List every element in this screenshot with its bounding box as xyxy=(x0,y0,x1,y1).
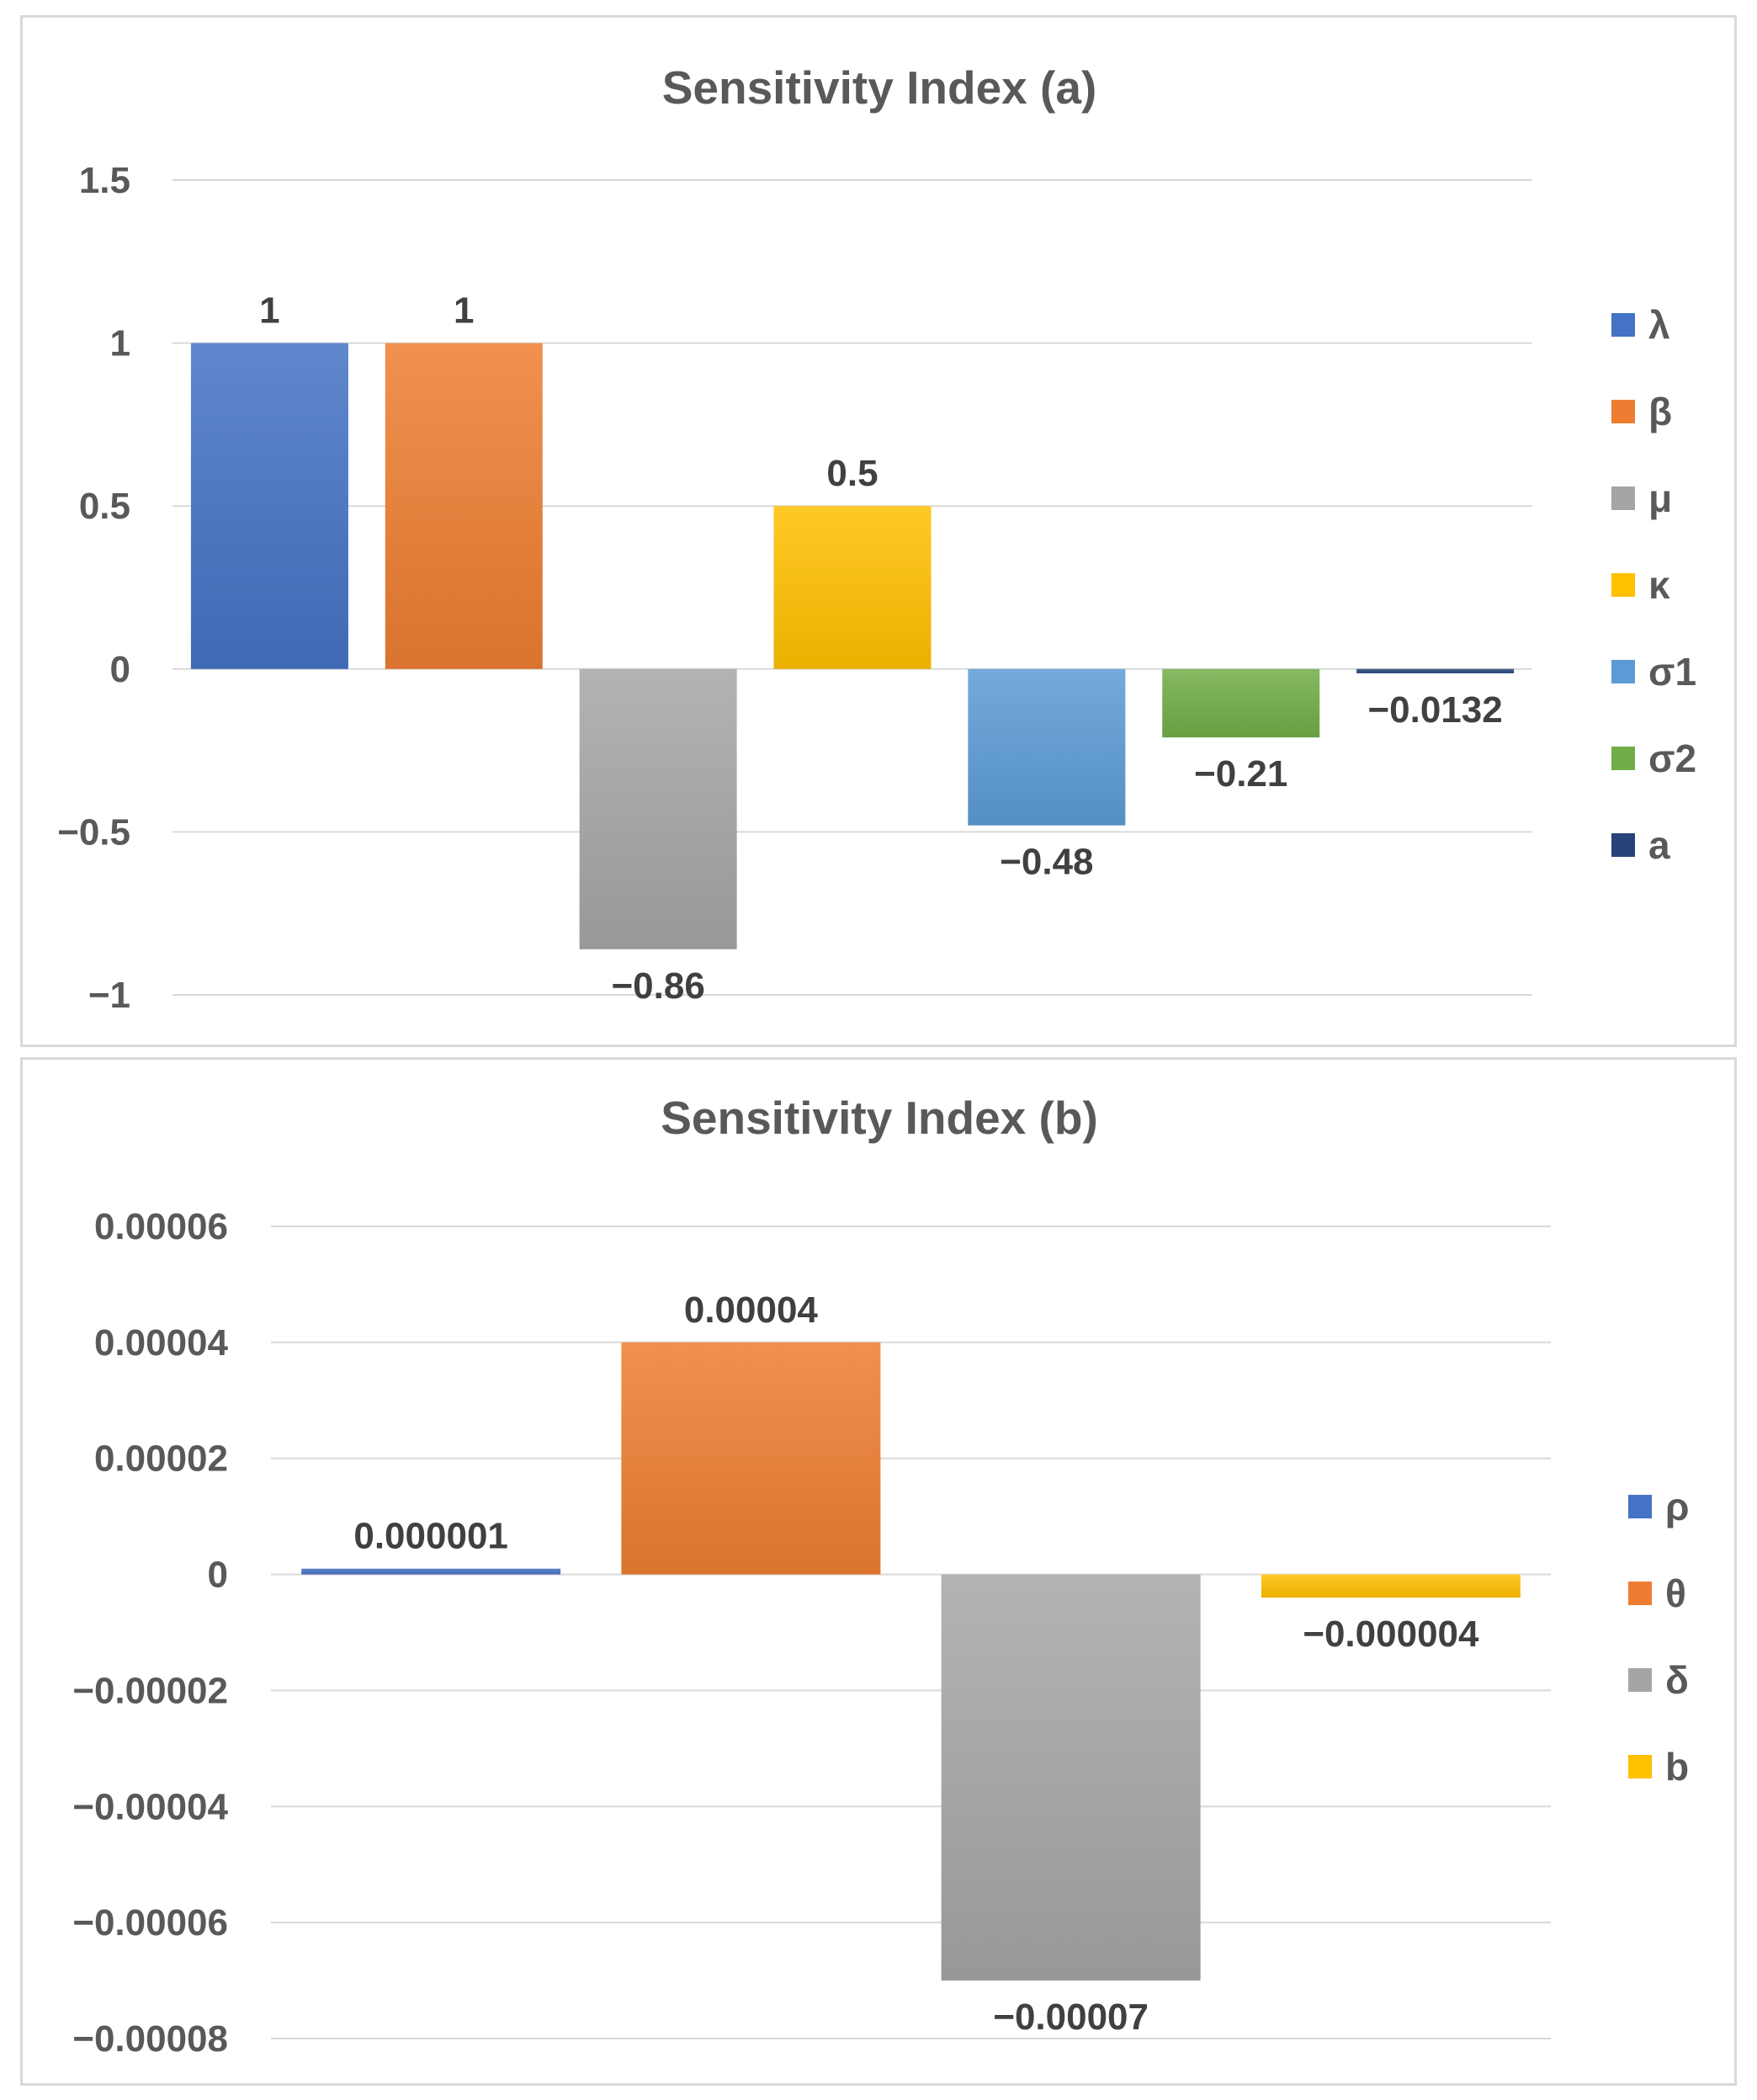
data-label: 0.00004 xyxy=(684,1289,819,1331)
legend-swatch xyxy=(1611,833,1635,857)
y-tick-label: 0.00002 xyxy=(94,1438,228,1480)
bar-3 xyxy=(941,1574,1201,1981)
data-label: −0.000004 xyxy=(1303,1614,1479,1655)
data-label: 0.5 xyxy=(826,453,878,494)
bar-1 xyxy=(301,1568,561,1575)
bar-2 xyxy=(385,343,543,669)
data-label: −0.00007 xyxy=(993,1996,1149,2038)
legend-label: λ xyxy=(1648,303,1670,347)
chart-panel-b: Sensitivity Index (b) 0.00006 0.00004 0.000… xyxy=(20,1057,1737,2086)
bar-1 xyxy=(190,343,348,669)
chart-panel-a: Sensitivity Index (a) 1.5 1 0.5 0 −0.5 −1 1 1 −0.… xyxy=(20,15,1737,1047)
data-label: −0.86 xyxy=(611,965,704,1007)
y-tick-label: 0 xyxy=(208,1555,228,1596)
y-tick-label: 1 xyxy=(110,323,130,364)
legend-label: ρ xyxy=(1665,1485,1689,1528)
data-label: 1 xyxy=(454,290,474,332)
y-tick-label: 0 xyxy=(110,649,130,690)
bar-3 xyxy=(579,668,737,949)
legend-swatch xyxy=(1611,486,1635,510)
legend-swatch xyxy=(1611,313,1635,337)
legend-swatch xyxy=(1611,573,1635,597)
legend-label: a xyxy=(1648,823,1670,867)
bar-4 xyxy=(1261,1574,1521,1598)
legend-label: θ xyxy=(1665,1571,1686,1615)
legend-swatch xyxy=(1628,1582,1652,1605)
y-tick-label: −1 xyxy=(88,975,130,1016)
legend-label: b xyxy=(1665,1745,1689,1789)
y-tick-label: 0.00006 xyxy=(94,1206,228,1247)
y-tick-label: −0.5 xyxy=(57,811,130,853)
data-label: −0.21 xyxy=(1194,753,1287,795)
legend-label: β xyxy=(1648,390,1672,433)
legend-label: μ xyxy=(1648,476,1672,520)
legend-swatch xyxy=(1611,660,1635,683)
legend-swatch xyxy=(1611,400,1635,423)
data-label: 0.000001 xyxy=(353,1516,508,1557)
bar-4 xyxy=(773,506,932,669)
bar-6 xyxy=(1162,668,1320,738)
bar-7 xyxy=(1356,668,1515,673)
chart-title: Sensitivity Index (a) xyxy=(662,61,1097,114)
legend-swatch xyxy=(1628,1495,1652,1518)
chart-a-svg: Sensitivity Index (a) 1.5 1 0.5 0 −0.5 −1 1 1 −0.… xyxy=(57,61,1696,1016)
legend-label: κ xyxy=(1648,563,1670,607)
legend-label: δ xyxy=(1665,1658,1689,1702)
chart-b-svg: Sensitivity Index (b) 0.00006 0.00004 0.000… xyxy=(72,1092,1689,2060)
legend-swatch xyxy=(1628,1668,1652,1692)
y-tick-label: −0.00004 xyxy=(72,1786,228,1827)
legend-swatch xyxy=(1611,747,1635,770)
chart-title: Sensitivity Index (b) xyxy=(661,1092,1098,1144)
legend-swatch xyxy=(1628,1755,1652,1778)
y-tick-label: 0.00004 xyxy=(94,1322,229,1364)
y-tick-label: −0.00008 xyxy=(72,2018,228,2060)
y-tick-label: 0.5 xyxy=(79,486,130,527)
legend-label: σ1 xyxy=(1648,650,1696,694)
y-tick-label: −0.00006 xyxy=(72,1902,228,1943)
bar-5 xyxy=(968,668,1126,826)
y-tick-label: −0.00002 xyxy=(72,1670,228,1711)
data-label: 1 xyxy=(259,290,279,332)
legend-label: σ2 xyxy=(1648,736,1696,780)
data-label: −0.0132 xyxy=(1367,689,1502,731)
y-tick-label: 1.5 xyxy=(79,160,130,201)
data-label: −0.48 xyxy=(1000,842,1093,883)
bar-2 xyxy=(621,1342,881,1575)
